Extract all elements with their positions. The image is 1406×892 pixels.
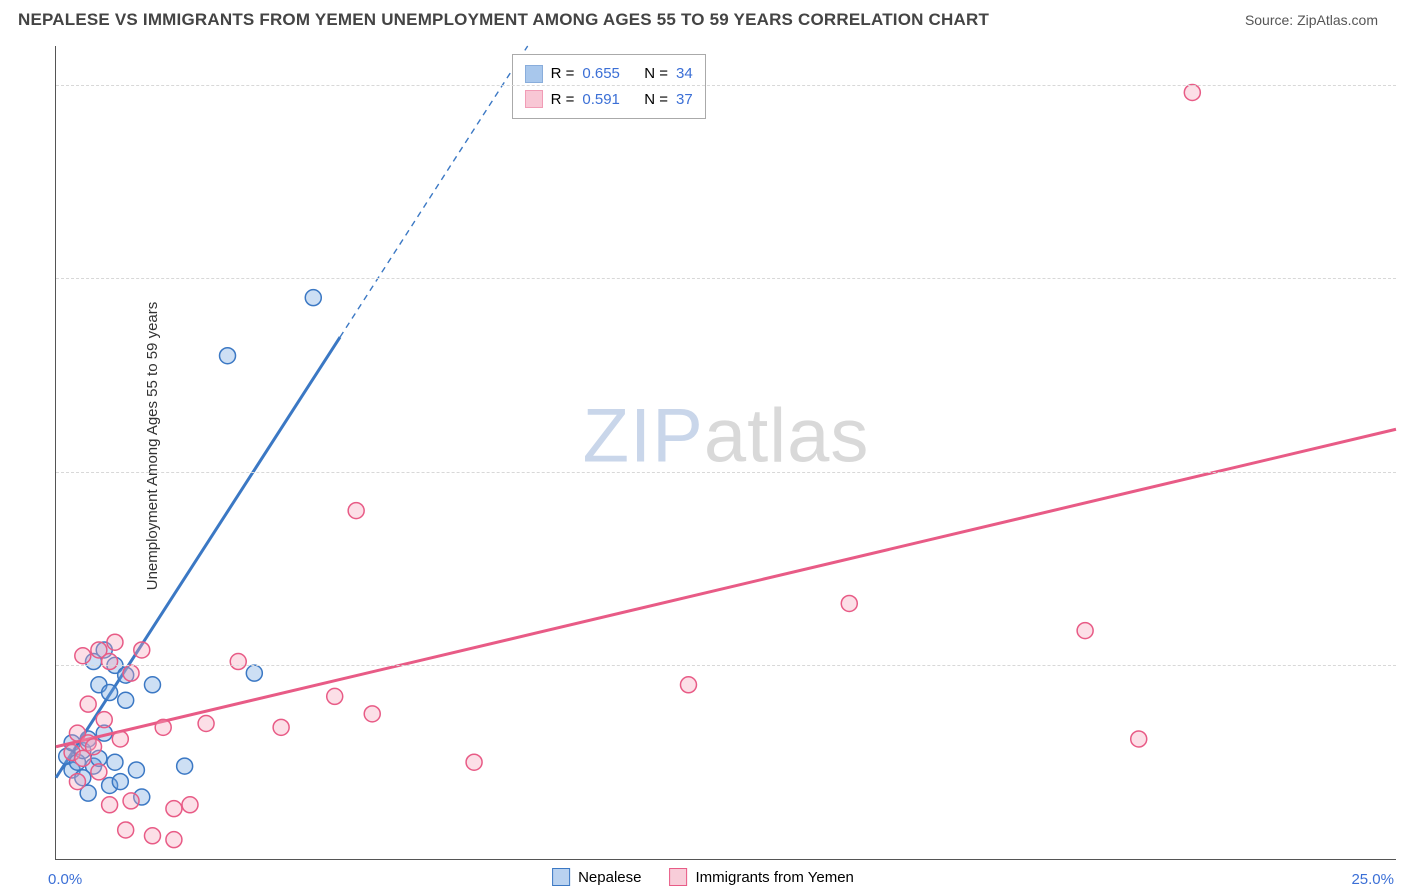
data-point bbox=[144, 677, 160, 693]
data-point bbox=[155, 719, 171, 735]
data-point bbox=[680, 677, 696, 693]
gridline bbox=[56, 278, 1396, 279]
data-point bbox=[198, 716, 214, 732]
data-point bbox=[305, 290, 321, 306]
legend: Nepalese Immigrants from Yemen bbox=[552, 868, 854, 886]
data-point bbox=[80, 696, 96, 712]
data-point bbox=[96, 712, 112, 728]
swatch bbox=[525, 90, 543, 108]
data-point bbox=[134, 642, 150, 658]
legend-swatch bbox=[552, 868, 570, 886]
data-point bbox=[1077, 623, 1093, 639]
stats-row: R =0.591 N =37 bbox=[525, 87, 693, 113]
data-point bbox=[69, 774, 85, 790]
legend-item: Immigrants from Yemen bbox=[669, 868, 853, 886]
data-point bbox=[118, 692, 134, 708]
data-point bbox=[112, 774, 128, 790]
data-point bbox=[327, 688, 343, 704]
gridline bbox=[56, 472, 1396, 473]
data-point bbox=[123, 665, 139, 681]
data-point bbox=[75, 648, 91, 664]
legend-swatch bbox=[669, 868, 687, 886]
data-point bbox=[246, 665, 262, 681]
data-point bbox=[112, 731, 128, 747]
correlation-stats-box: R =0.655 N =34R =0.591 N =37 bbox=[512, 54, 706, 119]
data-point bbox=[364, 706, 380, 722]
data-point bbox=[177, 758, 193, 774]
x-tick-max: 25.0% bbox=[1351, 871, 1394, 888]
data-point bbox=[166, 832, 182, 848]
data-point bbox=[220, 348, 236, 364]
data-point bbox=[118, 822, 134, 838]
gridline bbox=[56, 85, 1396, 86]
data-point bbox=[102, 654, 118, 670]
legend-label: Immigrants from Yemen bbox=[695, 869, 853, 886]
chart-title: NEPALESE VS IMMIGRANTS FROM YEMEN UNEMPL… bbox=[18, 10, 989, 30]
data-point bbox=[1184, 84, 1200, 100]
data-point bbox=[128, 762, 144, 778]
data-point bbox=[166, 801, 182, 817]
legend-label: Nepalese bbox=[578, 869, 641, 886]
data-point bbox=[466, 754, 482, 770]
x-tick-min: 0.0% bbox=[48, 871, 82, 888]
data-point bbox=[91, 764, 107, 780]
swatch bbox=[525, 65, 543, 83]
data-point bbox=[102, 797, 118, 813]
data-point bbox=[144, 828, 160, 844]
data-point bbox=[230, 654, 246, 670]
stats-row: R =0.655 N =34 bbox=[525, 61, 693, 87]
data-point bbox=[107, 754, 123, 770]
data-point bbox=[123, 793, 139, 809]
source-attribution: Source: ZipAtlas.com bbox=[1245, 12, 1378, 28]
data-point bbox=[182, 797, 198, 813]
data-point bbox=[107, 634, 123, 650]
data-point bbox=[1131, 731, 1147, 747]
scatter-chart: ZIPatlas R =0.655 N =34R =0.591 N =37 10… bbox=[55, 46, 1396, 860]
legend-item: Nepalese bbox=[552, 868, 641, 886]
plot-svg bbox=[56, 46, 1396, 859]
data-point bbox=[102, 685, 118, 701]
data-point bbox=[841, 595, 857, 611]
chart-header: NEPALESE VS IMMIGRANTS FROM YEMEN UNEMPL… bbox=[0, 0, 1406, 34]
gridline bbox=[56, 665, 1396, 666]
data-point bbox=[86, 739, 102, 755]
data-point bbox=[273, 719, 289, 735]
data-point bbox=[348, 503, 364, 519]
